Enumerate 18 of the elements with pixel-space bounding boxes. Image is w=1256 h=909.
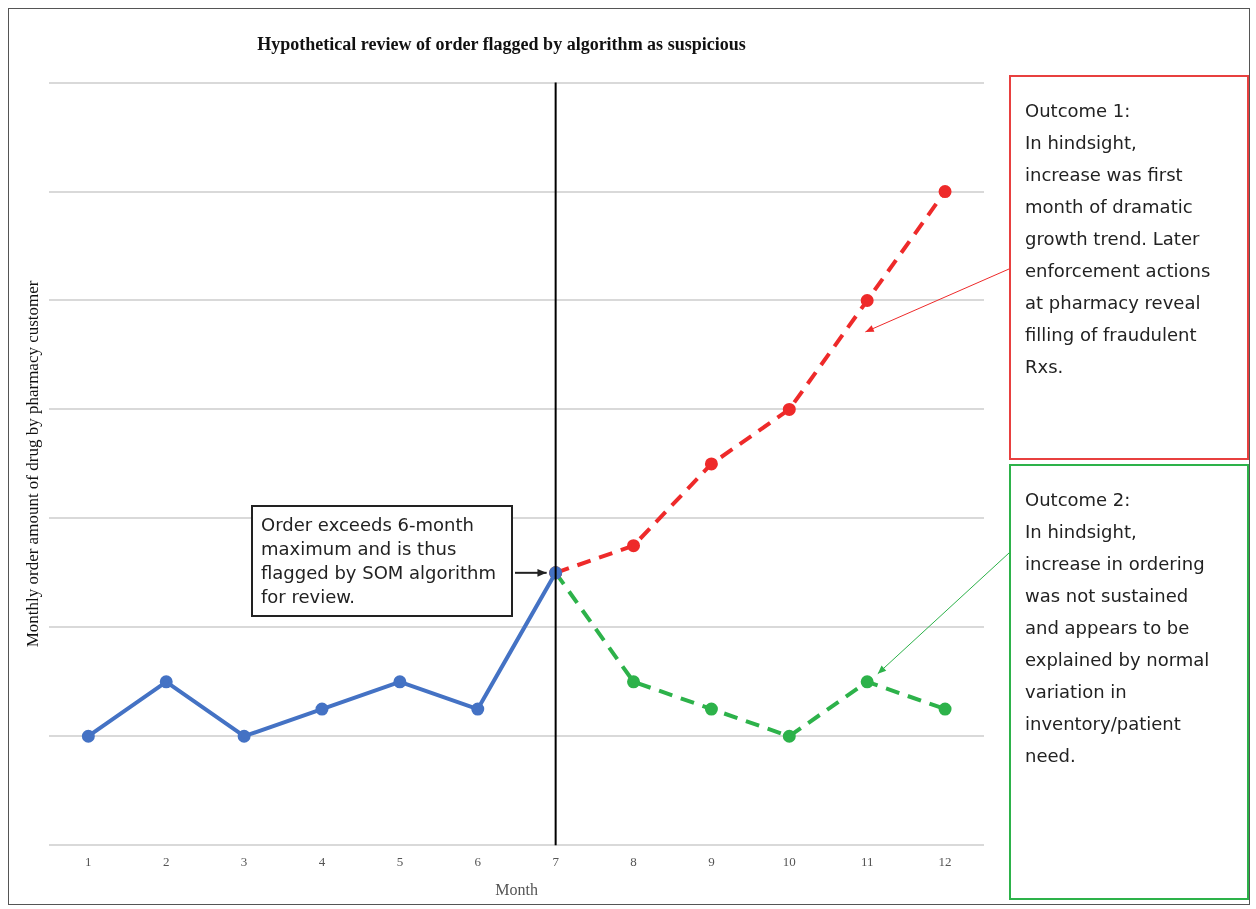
chart-title: Hypothetical review of order flagged by algorithm as suspicious (257, 34, 746, 55)
x-tick-label: 9 (708, 854, 715, 870)
text: Outcome 2: In hindsight, increase in ordering was not sustained and appears to be explained by normal variation in inventory/patient need. (1025, 489, 1210, 766)
x-tick-label: 8 (630, 854, 637, 870)
x-tick-label: 7 (552, 854, 560, 870)
y-axis-title: Monthly order amount of drug by pharmacy customer (22, 280, 42, 648)
x-tick-label: 11 (860, 854, 874, 870)
annotation: Order exceeds 6-month maximum and is thus flagged by SOM algorithm for review. (251, 505, 513, 617)
x-tick-label: 1 (85, 854, 92, 870)
x-tick-label: 6 (474, 854, 482, 870)
x-tick-label: 2 (162, 854, 170, 870)
text: Outcome 1: In hindsight, increase was first month of dramatic growth trend. Later enforcement actions at pharmacy reveal filling of fraudulent Rxs. (1025, 100, 1211, 377)
x-axis-title: Month (495, 880, 539, 898)
x-tick-label: 4 (318, 854, 326, 870)
x-tick-label: 5 (396, 854, 404, 870)
x-tick-label: 10 (782, 854, 796, 870)
x-tick-label: 3 (240, 854, 248, 870)
x-tick-label: 12 (938, 854, 952, 870)
